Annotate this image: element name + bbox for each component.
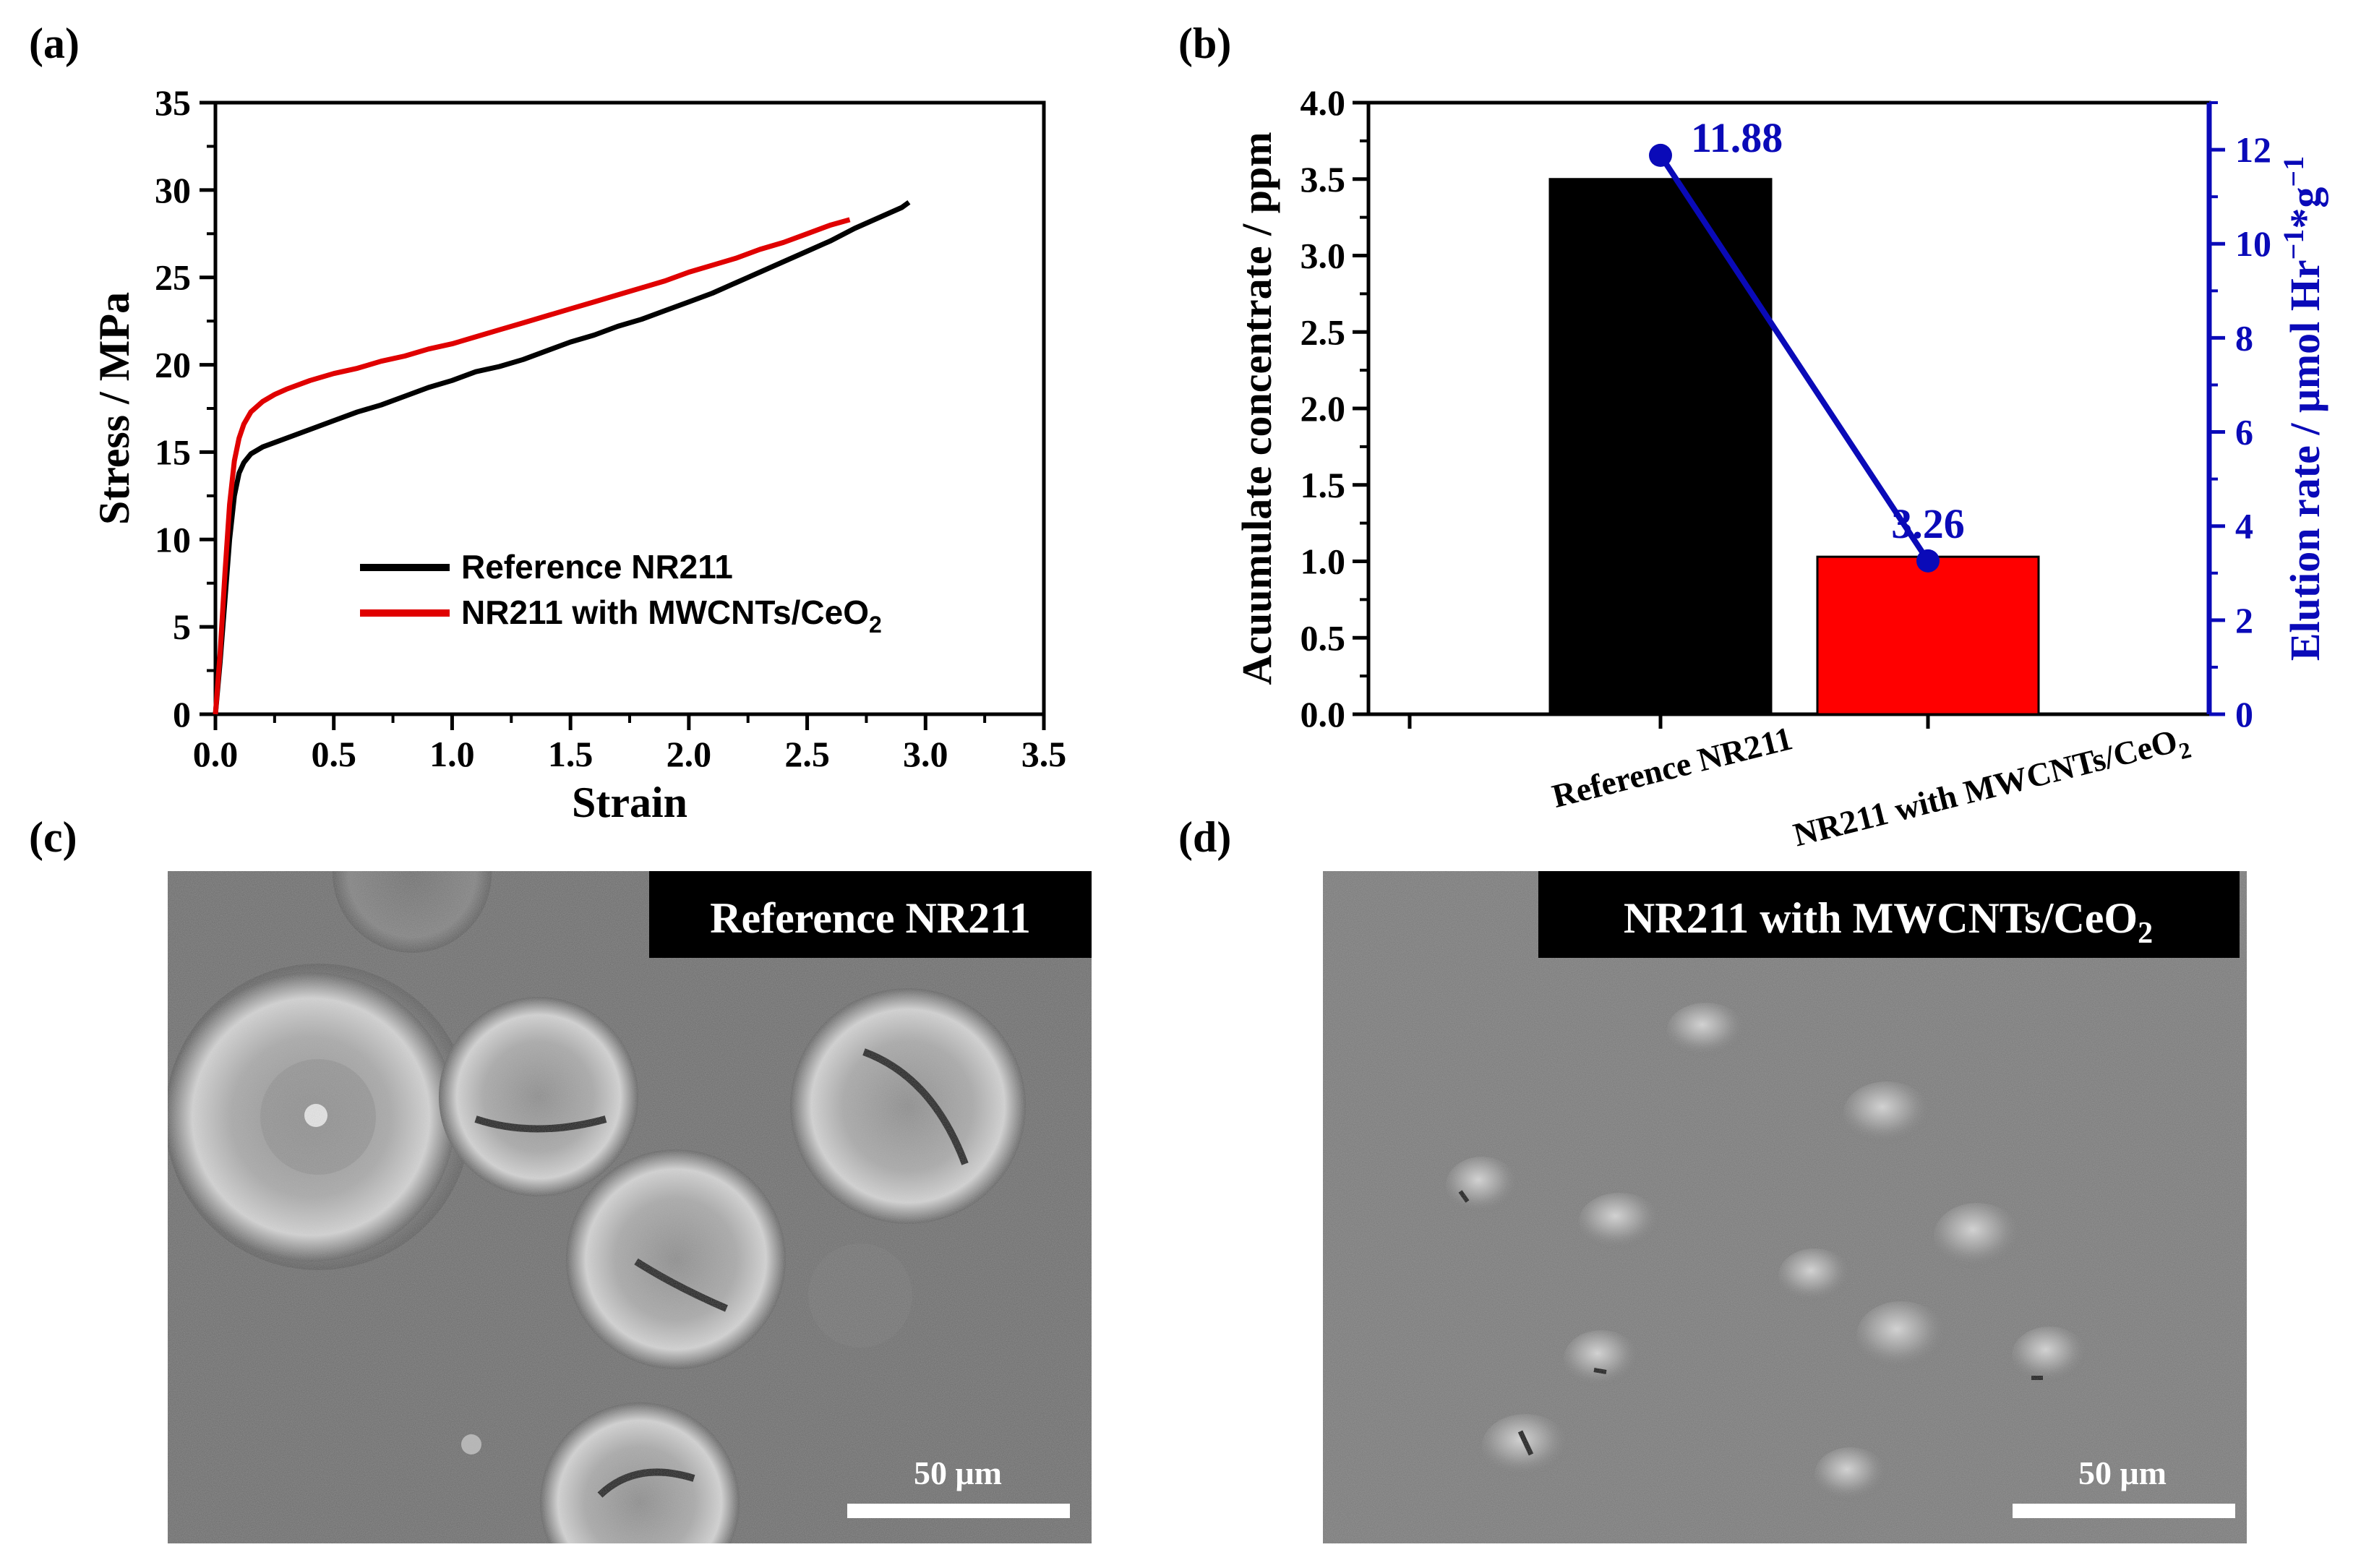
y-tick-label-b: 0.5 xyxy=(1301,617,1346,658)
elution-rate-point xyxy=(1916,549,1940,573)
sem-image-reference: Reference NR211 50 μm xyxy=(168,871,1092,1543)
y-tick-label-a: 5 xyxy=(173,607,191,647)
image-label-box-c xyxy=(649,871,1092,958)
x-tick-label-a: 0.0 xyxy=(193,734,239,774)
scalebar-d xyxy=(2013,1504,2235,1518)
y-tick-label-b: 1.0 xyxy=(1301,541,1346,582)
y-tick-label-a: 25 xyxy=(155,257,191,298)
x-tick-label-a: 1.5 xyxy=(548,734,594,774)
y-tick-label-a: 10 xyxy=(155,519,191,560)
y-tick-label-b: 2.0 xyxy=(1301,388,1346,429)
panel-label-d: (d) xyxy=(1178,813,1231,861)
legend-a: Reference NR211 NR211 with MWCNTs/CeO2 xyxy=(360,548,882,638)
image-label-box-d xyxy=(1538,871,2240,958)
bar-mwcnts xyxy=(1816,555,2040,716)
x-tick-label-a: 2.0 xyxy=(667,734,712,774)
x-category-label-mwcnts: NR211 with MWCNTs/CeO2 xyxy=(1790,719,2194,860)
x-category-label-reference: Reference NR211 xyxy=(1548,719,1796,815)
panel-label-b: (b) xyxy=(1178,20,1231,67)
y-tick-label-b: 3.0 xyxy=(1301,236,1346,276)
y-tick-label-a: 35 xyxy=(155,82,191,123)
y2-tick-label-b: 0 xyxy=(2235,694,2253,734)
y-tick-label-a: 15 xyxy=(155,432,191,472)
y2-tick-label-b: 8 xyxy=(2235,317,2253,358)
x-tick-label-a: 0.5 xyxy=(311,734,356,774)
x-tick-label-a: 2.5 xyxy=(784,734,830,774)
series-line-mwcnts xyxy=(213,217,851,715)
y-tick-label-a: 20 xyxy=(155,345,191,385)
x-tick-label-a: 3.0 xyxy=(903,734,948,774)
y-tick-label-b: 1.5 xyxy=(1301,465,1346,505)
y2-tick-label-b: 2 xyxy=(2235,600,2253,641)
y2-axis-label-b: Elution rate / μmol Hr−1*g−1 xyxy=(2277,156,2328,661)
legend-entry-reference: Reference NR211 xyxy=(461,548,733,586)
x-tick-label-a: 3.5 xyxy=(1021,734,1067,774)
x-tick-label-a: 1.0 xyxy=(429,734,475,774)
panel-label-c: (c) xyxy=(29,813,77,861)
scalebar-c xyxy=(847,1504,1070,1518)
plot-frame-b xyxy=(1366,100,2211,716)
elution-rate-label: 3.26 xyxy=(1891,500,1965,547)
series-line-reference xyxy=(213,200,911,715)
legend-entry-mwcnts: NR211 with MWCNTs/CeO2 xyxy=(461,594,882,638)
y2-tick-label-b: 12 xyxy=(2235,129,2271,170)
sem-image-mwcnts: NR211 with MWCNTs/CeO2 50 μm xyxy=(1323,871,2247,1543)
elution-rate-line xyxy=(1658,153,1931,563)
y-tick-label-b: 2.5 xyxy=(1301,312,1346,352)
panel-label-a: (a) xyxy=(29,20,80,67)
y-tick-label-b: 4.0 xyxy=(1301,82,1346,123)
scalebar-label-d: 50 μm xyxy=(2078,1455,2167,1491)
elution-rate-label: 11.88 xyxy=(1691,114,1783,161)
image-label-c: Reference NR211 xyxy=(710,894,1031,942)
y2-tick-label-b: 4 xyxy=(2235,506,2253,547)
elution-rate-point xyxy=(1649,143,1672,167)
stress-strain-chart: 0.0 0.5 1.0 1.5 2.0 2.5 3.0 3.5 05101520253035 … xyxy=(90,82,1066,826)
y-axis-label-b: Acuumulate concentrate / ppm xyxy=(1233,132,1280,685)
bar-reference xyxy=(1548,178,1773,716)
y-tick-label-a: 0 xyxy=(173,694,191,734)
y-tick-label-a: 30 xyxy=(155,170,191,210)
y-tick-label-b: 3.5 xyxy=(1301,159,1346,200)
y2-tick-label-b: 6 xyxy=(2235,412,2253,453)
scalebar-label-c: 50 μm xyxy=(914,1455,1002,1491)
elution-bar-chart: 0.0 0.5 1.0 1.5 2.0 2.5 3.0 3.5 4.0 0 2 4 6 8 10 12 11… xyxy=(1233,82,2328,860)
y-axis-label-a: Stress / MPa xyxy=(90,292,138,525)
y2-tick-label-b: 10 xyxy=(2235,223,2271,264)
x-axis-label-a: Strain xyxy=(572,779,687,826)
image-label-d: NR211 with MWCNTs/CeO2 xyxy=(1624,894,2153,950)
y-tick-label-b: 0.0 xyxy=(1301,694,1346,734)
